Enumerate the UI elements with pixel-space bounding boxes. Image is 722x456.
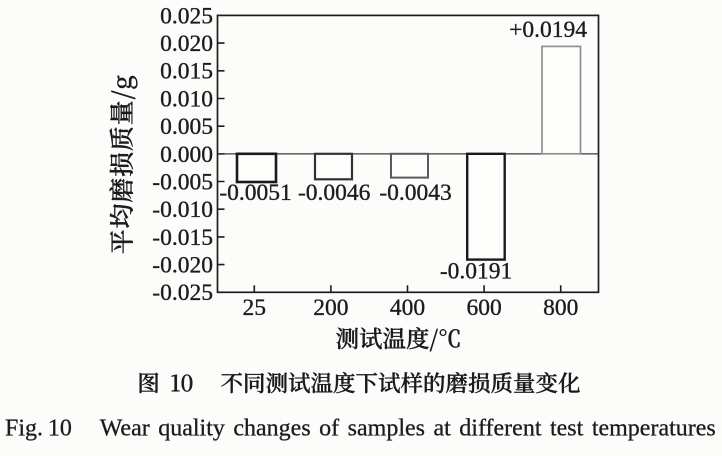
svg-text:-0.005: -0.005 [152, 169, 213, 195]
svg-text:0.010: 0.010 [160, 86, 213, 112]
svg-text:-0.015: -0.015 [152, 225, 213, 251]
svg-text:25: 25 [243, 295, 267, 321]
svg-text:600: 600 [466, 295, 501, 321]
svg-text:0.005: 0.005 [160, 114, 213, 140]
svg-text:0.025: 0.025 [160, 3, 213, 29]
svg-text:-0.010: -0.010 [152, 197, 213, 223]
svg-text:-0.0051: -0.0051 [219, 180, 291, 206]
svg-text:0.015: 0.015 [160, 59, 213, 85]
svg-text:+0.0194: +0.0194 [509, 17, 587, 43]
svg-text:-0.0043: -0.0043 [379, 180, 451, 206]
svg-text:-0.0191: -0.0191 [440, 258, 512, 284]
svg-text:400: 400 [390, 295, 425, 321]
svg-text:-0.020: -0.020 [152, 253, 213, 279]
svg-text:-0.025: -0.025 [152, 280, 213, 306]
svg-text:Fig. 10: Fig. 10 [5, 416, 72, 442]
svg-text:800: 800 [543, 295, 578, 321]
svg-text:200: 200 [313, 295, 348, 321]
svg-text:0.020: 0.020 [160, 31, 213, 57]
svg-text:-0.0046: -0.0046 [298, 180, 371, 206]
svg-text:0.000: 0.000 [160, 142, 213, 168]
svg-text:Wear quality changes of sample: Wear quality changes of samples at diffe… [100, 416, 716, 442]
